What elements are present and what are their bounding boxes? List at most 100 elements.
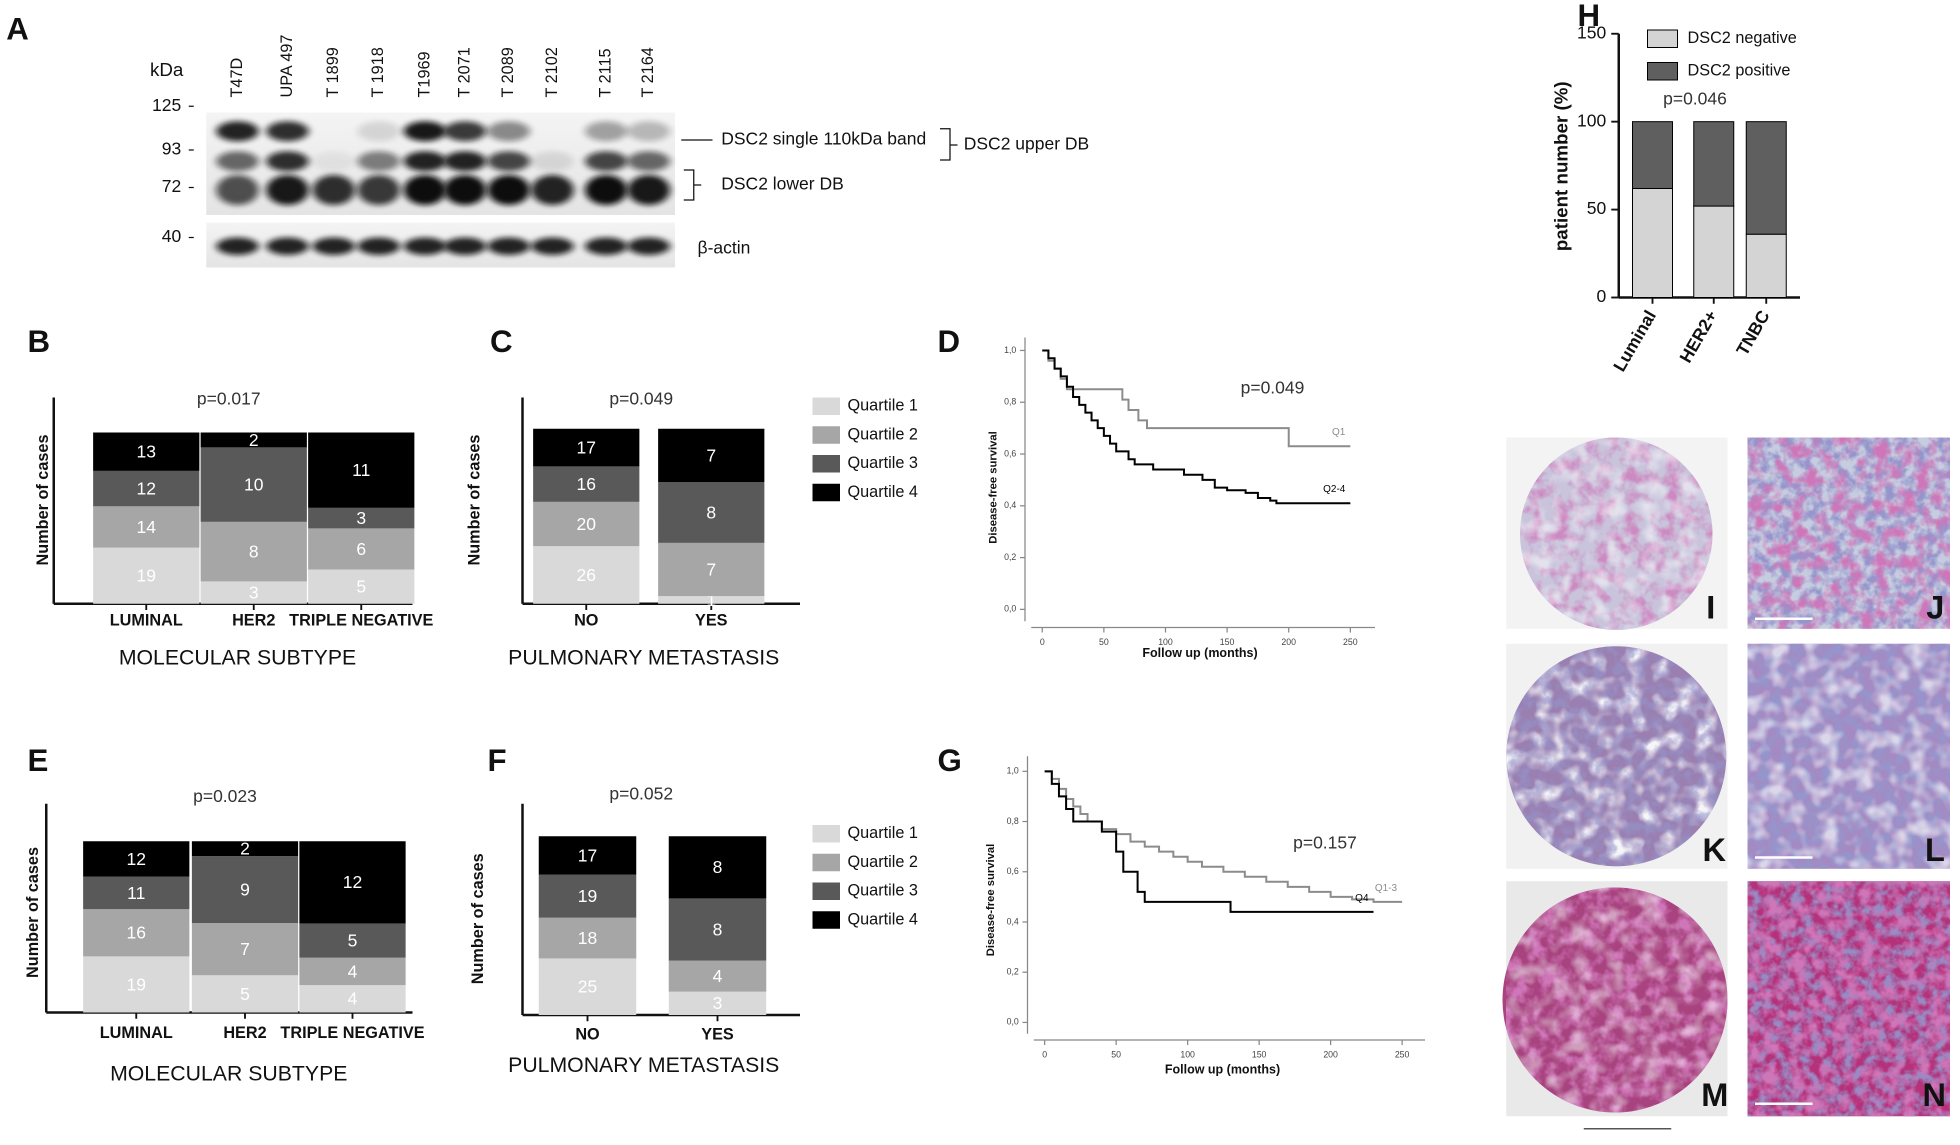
x-tick-label: 200 [1281, 637, 1296, 647]
x-tick-label: TRIPLE NEGATIVE [280, 1024, 424, 1042]
legend-label: Quartile 2 [848, 853, 918, 871]
band [216, 121, 259, 142]
panel-label: H [1578, 0, 1601, 33]
data-label: 2 [249, 430, 259, 450]
bar-segment [93, 506, 200, 548]
tissue-texture [1520, 437, 1713, 629]
bar-segment [538, 958, 637, 1015]
panel-label: A [6, 12, 29, 47]
band [403, 237, 447, 255]
blot-annotation: DSC2 single 110kDa band [721, 129, 926, 149]
annotation: p=0.046 [1663, 89, 1727, 109]
bar-segment [658, 596, 765, 604]
data-label: 18 [578, 928, 597, 948]
x-axis-title: MOLECULAR SUBTYPE [119, 645, 356, 669]
band [403, 175, 447, 205]
bar-segment [93, 470, 200, 507]
data-label: 7 [706, 559, 716, 579]
marker-label: 125 [152, 95, 181, 115]
data-label: 17 [577, 437, 596, 457]
bar-segment [308, 432, 415, 508]
band [585, 121, 628, 142]
chart-title: p=0.049 [609, 389, 673, 409]
bar-segment [1745, 233, 1787, 298]
bar-segment [200, 447, 307, 522]
panel-label: G [938, 743, 962, 778]
bar-segment [538, 836, 637, 875]
band [487, 237, 530, 255]
data-label: 8 [249, 542, 259, 562]
data-label: 9 [240, 880, 250, 900]
y-tick-label: 0,0 [1007, 1017, 1019, 1027]
bar-segment [668, 991, 767, 1015]
image-label: M [1701, 1077, 1728, 1113]
band [531, 237, 574, 255]
curve-label: Q4 [1355, 893, 1369, 904]
bar-segment [299, 923, 406, 958]
bar-segment [191, 975, 299, 1013]
band [216, 151, 259, 172]
western-blot: A kDa DSC2 single 110kDa band DSC2 upper… [6, 12, 1089, 268]
band [312, 151, 355, 172]
y-tick-label: 0,4 [1007, 916, 1019, 926]
bar-segment [538, 917, 637, 959]
lane-label: T 2071 [455, 47, 473, 97]
tissue-texture [1747, 881, 1950, 1117]
band [627, 237, 670, 255]
legend-swatch [812, 853, 840, 872]
bar-segment [533, 428, 640, 467]
bar-segment [658, 428, 765, 483]
image-label: I [1706, 590, 1715, 626]
data-label: 8 [706, 502, 716, 522]
band [216, 237, 259, 255]
survival-curve [1042, 349, 1351, 505]
data-label: 7 [706, 445, 716, 465]
band [531, 175, 574, 205]
y-axis-title: Disease-free survival [985, 844, 997, 957]
y-tick-label: 0,2 [1004, 552, 1016, 562]
band [357, 121, 400, 142]
tissue-texture [1747, 643, 1950, 869]
y-tick-label: 0 [1597, 286, 1607, 306]
legend-swatch [812, 882, 840, 900]
bar-segment [308, 569, 415, 604]
legend-label: Quartile 2 [848, 425, 918, 443]
y-tick-label: 1,0 [1007, 766, 1019, 776]
data-label: 3 [249, 582, 259, 602]
x-tick-label: YES [695, 612, 728, 630]
y-axis-title: patient number (%) [1550, 81, 1571, 251]
legend-label: Quartile 4 [848, 910, 918, 928]
bar-segment [191, 856, 299, 924]
legend-label: Quartile 1 [848, 824, 918, 842]
band [266, 237, 309, 255]
legend-label: Quartile 1 [848, 397, 918, 415]
chart-panel: Ep=0.023 MOLECULAR SUBTYPE Number of cases… [24, 743, 425, 1086]
data-label: 2 [240, 839, 250, 859]
marker-label: 40 [162, 226, 182, 246]
data-label: 16 [577, 474, 596, 494]
legend-swatch [812, 911, 840, 929]
image-label: L [1925, 832, 1945, 868]
blot-annotation: DSC2 upper DB [964, 134, 1089, 154]
y-tick-label: 0,6 [1007, 866, 1019, 876]
band [585, 151, 628, 172]
y-tick-label: 1,0 [1004, 345, 1016, 355]
x-tick-label: NO [575, 1025, 599, 1043]
x-tick-label: LUMINAL [100, 1024, 173, 1042]
survival-curve [1044, 770, 1374, 913]
y-tick-label: 50 [1587, 198, 1607, 218]
band [312, 237, 355, 255]
bar-segment [308, 507, 415, 529]
bar-segment [538, 874, 637, 918]
panel-label: D [938, 324, 961, 359]
legend-swatch [812, 455, 840, 473]
band [266, 151, 309, 172]
chart-panel: Fp=0.052 PULMONARY METASTASIS Number of ca… [469, 743, 918, 1077]
data-label: 12 [137, 478, 156, 498]
data-label: 4 [348, 961, 358, 981]
data-label: 19 [137, 566, 156, 586]
bar-segment [93, 547, 200, 604]
band [627, 151, 670, 172]
